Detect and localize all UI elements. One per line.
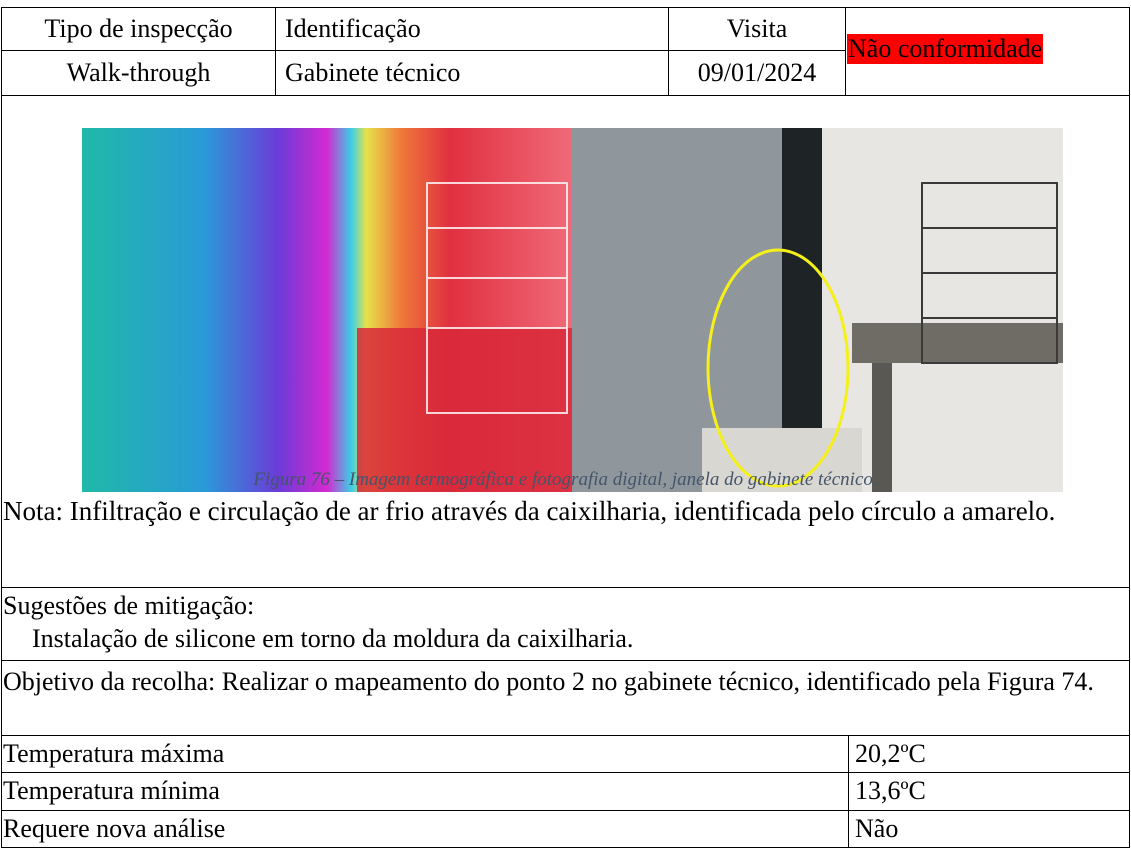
header-label: Tipo de inspecção — [44, 14, 233, 43]
result-label: Requere nova análise — [3, 814, 226, 843]
result-value: 13,6ºC — [855, 776, 926, 805]
status: Não conformidade — [847, 34, 1044, 64]
rule — [1, 587, 1130, 588]
rule — [275, 7, 276, 95]
rule — [1, 95, 1130, 96]
mitigation-title: Sugestões de mitigação: — [3, 591, 255, 620]
rule — [1, 7, 2, 848]
rule — [1, 660, 1130, 661]
rule — [1, 772, 1130, 773]
rule — [848, 735, 849, 848]
rule — [1, 847, 1130, 848]
result-value: Não — [855, 814, 899, 843]
rule — [845, 7, 846, 95]
rule — [1, 7, 1130, 8]
result-label: Temperatura máxima — [3, 739, 225, 768]
rule — [1, 810, 1130, 811]
result-value: 20,2ºC — [855, 739, 926, 768]
note: Nota: Infiltração e circulação de ar fri… — [3, 496, 1056, 526]
rule — [668, 7, 669, 95]
mitigation-text: Instalação de silicone em torno da moldu… — [32, 624, 634, 653]
objective: Objetivo da recolha: Realizar o mapeamen… — [3, 667, 1094, 696]
header-label: Visita — [726, 14, 788, 43]
header-label: Identificação — [285, 14, 421, 43]
result-label: Temperatura mínima — [3, 776, 220, 805]
figure-caption: Figura 76 – Imagem termográfica e fotogr… — [253, 469, 878, 490]
header-value: Walk-through — [66, 58, 211, 87]
rule — [1, 50, 846, 51]
figure-image — [82, 128, 1063, 492]
rule — [1, 735, 1130, 736]
header-value: 09/01/2024 — [697, 58, 817, 87]
header-value: Gabinete técnico — [285, 58, 461, 87]
rule — [1129, 7, 1130, 848]
